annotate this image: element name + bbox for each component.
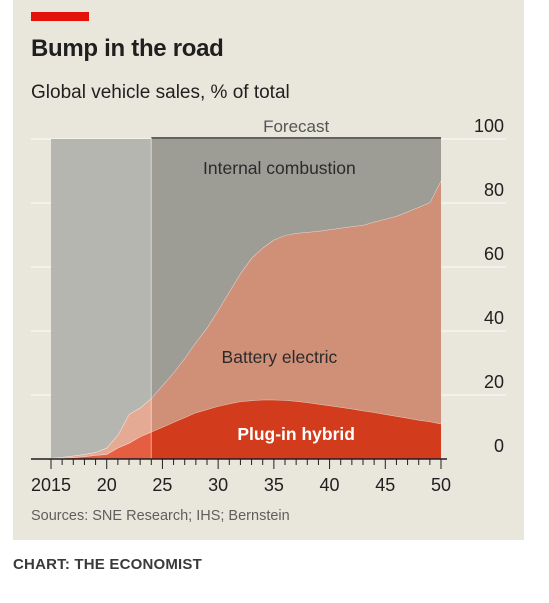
y-axis-labels: 0 20 40 60 80 100: [474, 116, 504, 456]
area-battery-electric: [51, 180, 441, 459]
source-note: Sources: SNE Research; IHS; Bernstein: [31, 508, 290, 524]
line-plug-in-hybrid-top: [50, 399, 442, 459]
x-tick-label: 50: [431, 475, 451, 495]
series-label: Internal combustion: [203, 158, 356, 178]
historic-shade: [51, 139, 152, 459]
y-tick-label: 60: [484, 244, 504, 264]
brand-red-tag: [31, 12, 89, 21]
x-tick-label: 45: [375, 475, 395, 495]
forecast-region: Forecast: [51, 117, 442, 459]
x-tick-label: 30: [208, 475, 228, 495]
area-internal-combustion: [51, 139, 441, 459]
y-tick-label: 100: [474, 116, 504, 136]
chart-credit: CHART: THE ECONOMIST: [13, 556, 202, 573]
chart-title: Bump in the road: [31, 35, 224, 62]
x-tick-label: 20: [97, 475, 117, 495]
series-label: Plug-in hybrid: [237, 424, 355, 444]
y-tick-label: 40: [484, 308, 504, 328]
y-tick-label: 20: [484, 372, 504, 392]
stacked-areas: [50, 139, 442, 459]
y-tick-label: 0: [494, 436, 504, 456]
y-tick-label: 80: [484, 180, 504, 200]
x-tick-label: 25: [152, 475, 172, 495]
x-tick-label: 2015: [31, 475, 71, 495]
area-plug-in-hybrid: [51, 399, 441, 459]
series-labels: Internal combustion Battery electric Plug-…: [203, 158, 356, 444]
forecast-shade: [151, 139, 442, 459]
x-tick-label: 40: [320, 475, 340, 495]
x-tick-label: 35: [264, 475, 284, 495]
series-label: Battery electric: [222, 347, 338, 367]
x-axis: 2015 20 25 30 35 40 45 50: [31, 458, 451, 495]
forecast-label: Forecast: [263, 117, 329, 136]
chart-subtitle: Global vehicle sales, % of total: [31, 82, 290, 103]
